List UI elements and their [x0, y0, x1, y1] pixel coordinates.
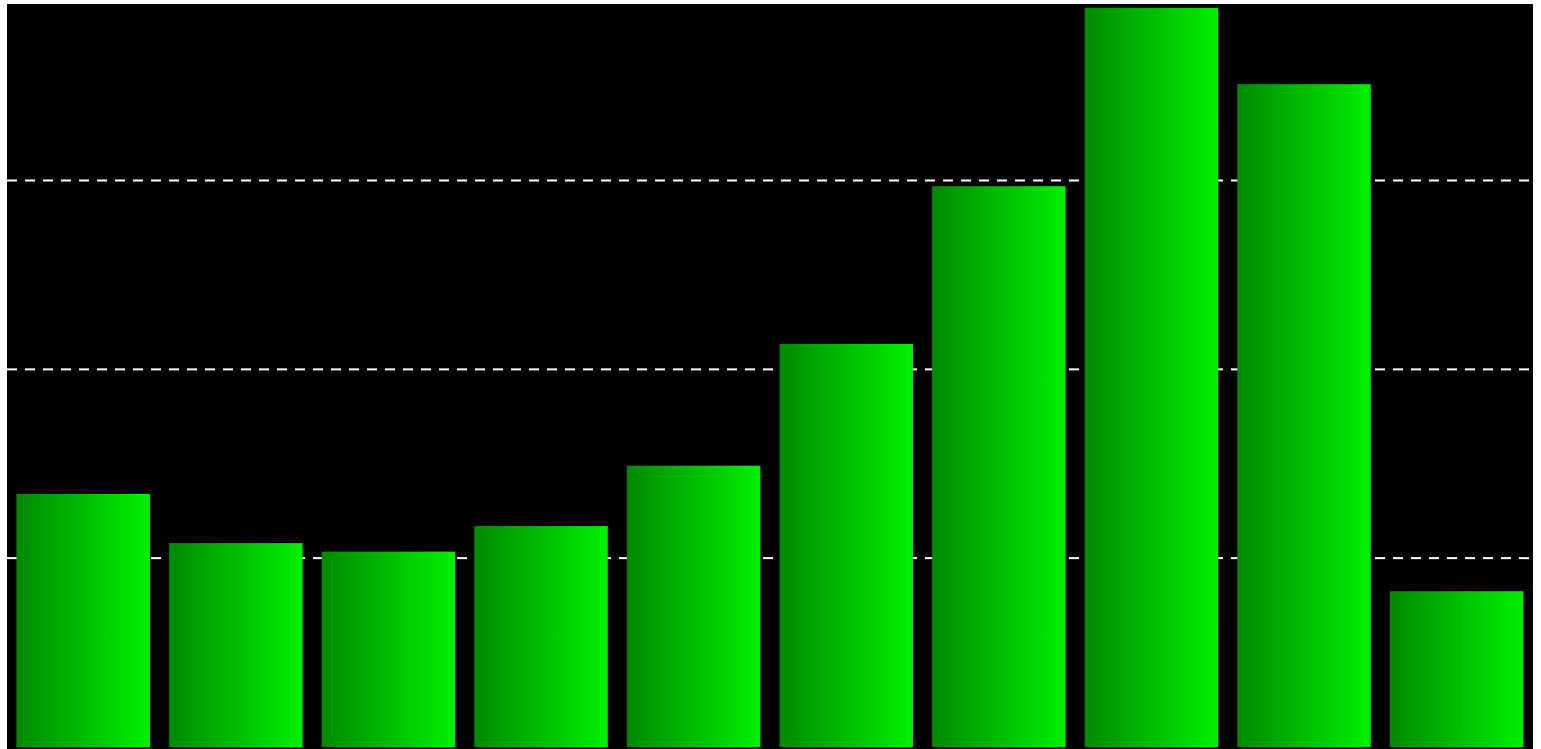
bar-4 — [474, 526, 608, 747]
bar-2 — [169, 543, 303, 747]
bar-8 — [1084, 7, 1219, 748]
bar-7 — [932, 186, 1066, 747]
bar-9 — [1237, 84, 1371, 747]
bar-6 — [779, 343, 913, 747]
bar-5 — [626, 465, 761, 747]
bar-3 — [321, 551, 456, 747]
bar-10 — [1389, 591, 1524, 747]
bars — [16, 7, 1524, 748]
bar-1 — [16, 494, 150, 747]
